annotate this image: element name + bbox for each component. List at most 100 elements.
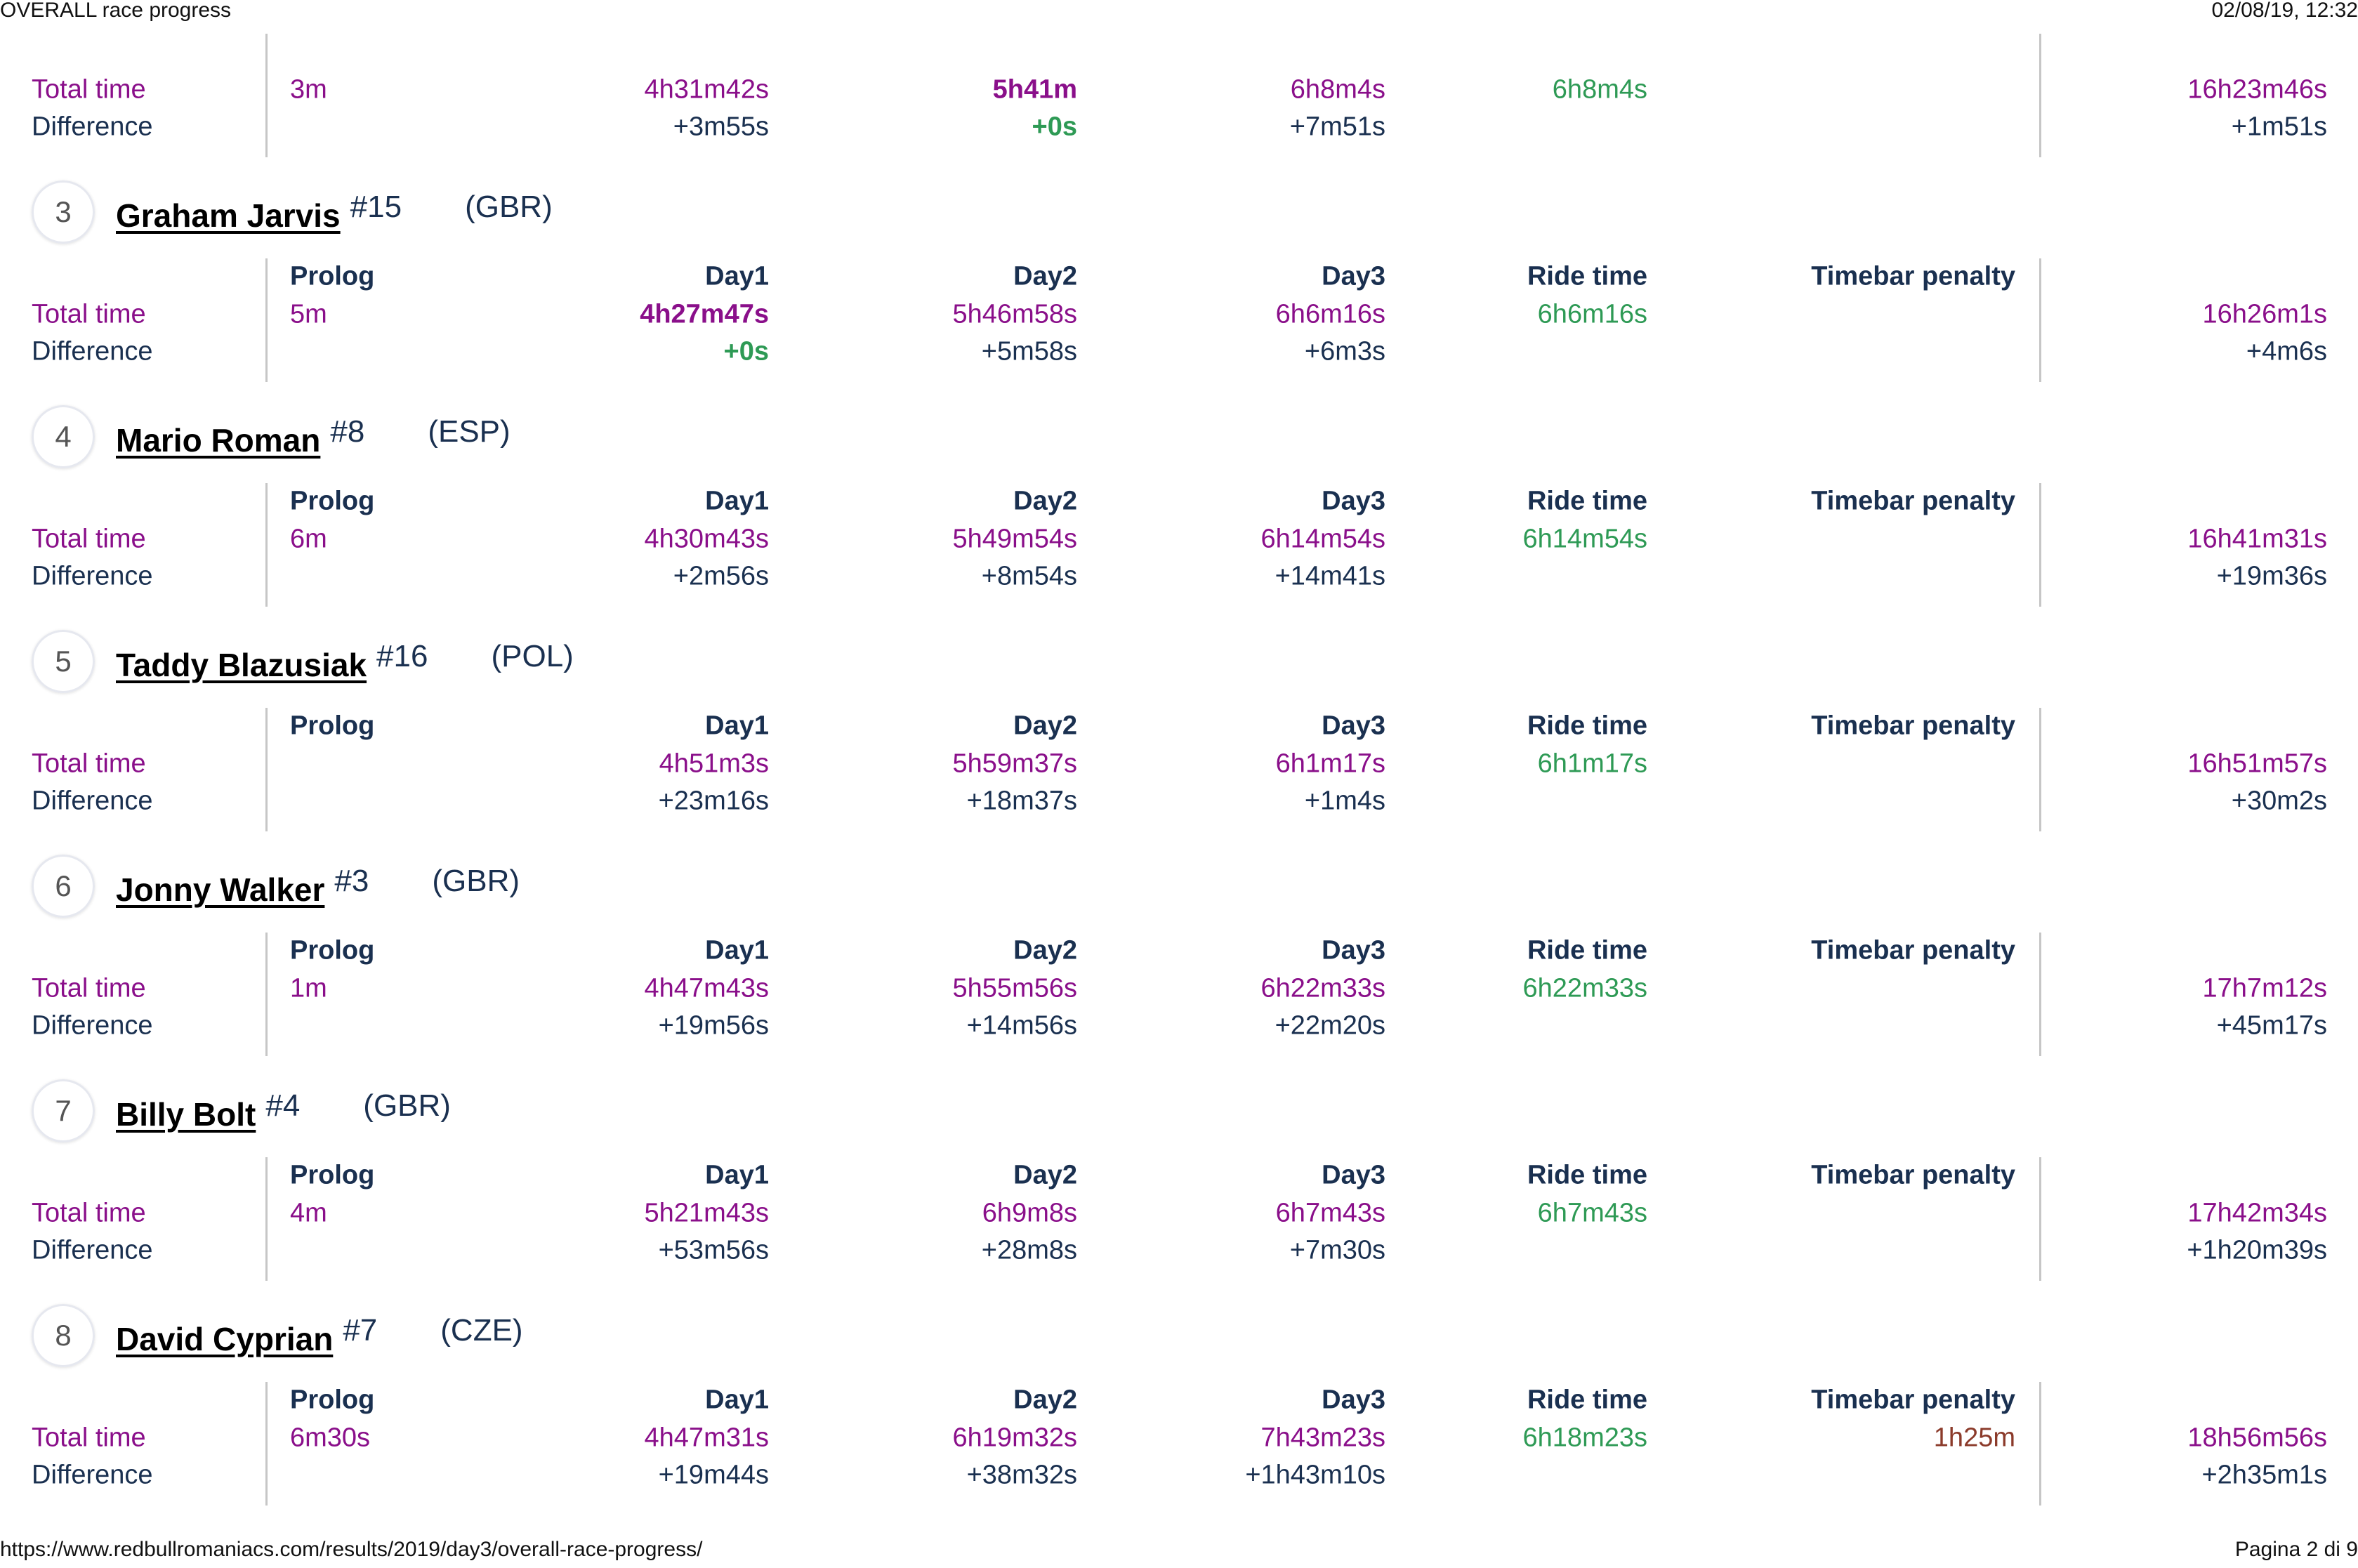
print-datetime: 02/08/19, 12:32 [2211,0,2358,22]
column-header-day2: Day2 [1013,711,1077,741]
column-header-ride-time: Ride time [1527,486,1647,516]
rider-country: (GBR) [363,1088,451,1123]
column-header-day2: Day2 [1013,935,1077,966]
divider [265,258,268,382]
column-header-ride-time: Ride time [1527,711,1647,741]
difference-label: Difference [32,1235,153,1265]
divider [265,708,268,831]
total-time-label: Total time [32,74,146,105]
column-header-day3: Day3 [1322,711,1385,741]
prolog-value: 4m [290,1198,327,1228]
difference-label: Difference [32,561,153,591]
day1-value: 4h47m43s [644,973,769,1003]
column-header-timebar-penalty: Timebar penalty [1811,1385,2015,1415]
day3-value: 6h8m4s [1290,74,1385,105]
ride-time-value: 6h18m23s [1522,1423,1647,1453]
overall-difference-value: +1m51s [2231,112,2327,142]
divider [2039,483,2041,607]
day1-difference: +3m55s [673,112,769,142]
day2-value: 5h46m58s [952,299,1077,329]
rider-block: 4 Mario Roman #8 (ESP) Prolog Day1 Day2 Day3 Rid… [0,403,2358,628]
total-time-label: Total time [32,973,146,1003]
column-header-timebar-penalty: Timebar penalty [1811,935,2015,966]
day3-difference: +22m20s [1274,1010,1385,1041]
column-header-prolog: Prolog [290,1160,375,1190]
overall-total-value: 18h56m56s [2187,1423,2327,1453]
rider-name: Jonny Walker [116,871,325,908]
column-header-timebar-penalty: Timebar penalty [1811,711,2015,741]
rider-name-link[interactable]: David Cyprian #7 (CZE) [116,1313,523,1358]
day1-value: 4h51m3s [659,749,769,779]
day1-difference: +2m56s [673,561,769,591]
rider-block: 3 Graham Jarvis #15 (GBR) Prolog Day1 Day2 Day3… [0,178,2358,403]
day3-value: 6h14m54s [1260,524,1385,554]
total-time-label: Total time [32,1423,146,1453]
rider-name-link[interactable]: Jonny Walker #3 (GBR) [116,864,520,909]
position-badge: 7 [32,1079,95,1142]
rider-block-continued: Total time Difference 3m 4h31m42s +3m55s 5h41… [0,0,2358,178]
rider-name-link[interactable]: Graham Jarvis #15 (GBR) [116,190,553,235]
prolog-value: 6m30s [290,1423,371,1453]
day3-value: 7h43m23s [1260,1423,1385,1453]
divider [265,483,268,607]
rider-number: #3 [334,864,369,898]
day1-difference: +0s [723,336,769,367]
prolog-value: 3m [290,74,327,105]
overall-difference-value: +4m6s [2246,336,2327,367]
divider [265,1157,268,1281]
rider-name-link[interactable]: Taddy Blazusiak #16 (POL) [116,639,574,684]
ride-time-value: 6h8m4s [1552,74,1647,105]
day2-difference: +18m37s [966,786,1077,816]
difference-label: Difference [32,1010,153,1041]
prolog-value: 6m [290,524,327,554]
day2-difference: +5m58s [981,336,1077,367]
day1-difference: +23m16s [658,786,769,816]
day3-value: 6h7m43s [1275,1198,1385,1228]
column-header-prolog: Prolog [290,261,375,291]
rider-name: David Cyprian [116,1321,334,1357]
total-time-label: Total time [32,1198,146,1228]
page-indicator: Pagina 2 di 9 [2234,1538,2358,1561]
ride-time-value: 6h14m54s [1522,524,1647,554]
total-time-label: Total time [32,749,146,779]
day3-value: 6h6m16s [1275,299,1385,329]
column-header-day2: Day2 [1013,1160,1077,1190]
divider [265,34,268,157]
column-header-day3: Day3 [1322,1160,1385,1190]
day2-value: 6h9m8s [982,1198,1077,1228]
day1-difference: +19m56s [658,1010,769,1041]
day2-value: 5h55m56s [952,973,1077,1003]
overall-total-value: 17h7m12s [2202,973,2327,1003]
divider [265,933,268,1056]
rider-name-link[interactable]: Billy Bolt #4 (GBR) [116,1088,451,1133]
column-header-day1: Day1 [705,261,769,291]
rider-number: #7 [343,1313,378,1348]
rider-country: (CZE) [440,1313,523,1348]
rider-name-link[interactable]: Mario Roman #8 (ESP) [116,414,511,459]
day2-difference: +0s [1032,112,1077,142]
rider-block: 5 Taddy Blazusiak #16 (POL) Prolog Day1 Day2 Da… [0,628,2358,852]
day2-value: 5h49m54s [952,524,1077,554]
divider [2039,933,2041,1056]
overall-total-value: 16h41m31s [2187,524,2327,554]
position-badge: 3 [32,180,95,244]
divider [265,1382,268,1506]
day2-difference: +38m32s [966,1460,1077,1490]
total-time-label: Total time [32,299,146,329]
column-header-day1: Day1 [705,711,769,741]
day1-value: 4h31m42s [644,74,769,105]
ride-time-value: 6h1m17s [1537,749,1647,779]
difference-label: Difference [32,1460,153,1490]
day1-value: 4h27m47s [640,299,769,329]
difference-label: Difference [32,786,153,816]
overall-total-value: 16h51m57s [2187,749,2327,779]
column-header-timebar-penalty: Timebar penalty [1811,261,2015,291]
column-header-day2: Day2 [1013,1385,1077,1415]
page-url: https://www.redbullromaniacs.com/results… [0,1538,703,1561]
rider-block: 7 Billy Bolt #4 (GBR) Prolog Day1 Day2 Day3 Ride… [0,1077,2358,1302]
position-badge: 4 [32,405,95,468]
day3-difference: +1m4s [1304,786,1385,816]
rider-name: Taddy Blazusiak [116,647,367,683]
column-header-ride-time: Ride time [1527,261,1647,291]
rider-block: 6 Jonny Walker #3 (GBR) Prolog Day1 Day2 Day3 Ri… [0,852,2358,1077]
